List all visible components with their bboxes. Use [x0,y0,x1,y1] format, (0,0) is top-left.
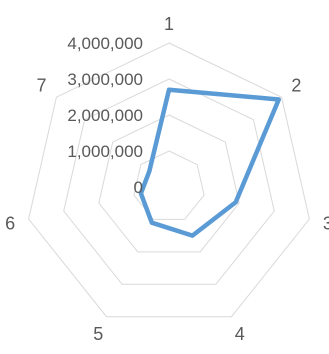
grid-ring-2 [98,114,240,253]
grid-ring-3 [63,78,275,285]
radar-gridlines [28,42,310,318]
category-label-6: 6 [5,213,15,233]
radial-tick-labels: 0 1,000,000 2,000,000 3,000,000 4,000,000 [67,34,143,197]
category-label-7: 7 [37,75,47,95]
series-layer [138,87,282,238]
tick-label: 2,000,000 [67,106,143,125]
grid-ring-1 [133,150,205,220]
tick-label: 0 [134,178,143,197]
tick-label: 1,000,000 [67,142,143,161]
category-label-4: 4 [235,324,245,344]
tick-label: 3,000,000 [67,70,143,89]
series-line-1 [138,87,282,238]
category-label-1: 1 [164,14,174,34]
category-label-3: 3 [323,213,329,233]
category-label-5: 5 [93,324,103,344]
category-labels: 1 2 3 4 5 6 7 [5,14,329,344]
tick-label: 4,000,000 [67,34,143,53]
category-label-2: 2 [291,75,301,95]
grid-ring-4 [28,42,310,318]
